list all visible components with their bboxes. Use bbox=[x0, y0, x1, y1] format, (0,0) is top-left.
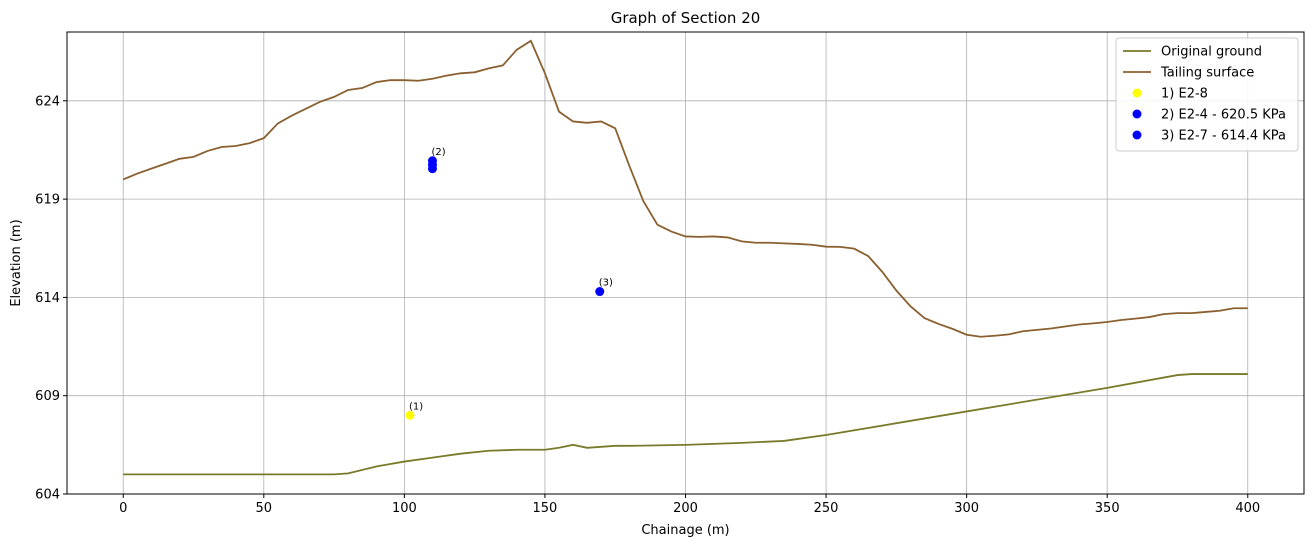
x-axis-label: Chainage (m) bbox=[641, 523, 729, 538]
x-tick-label: 400 bbox=[1235, 501, 1260, 516]
point-annotation: (2) bbox=[431, 147, 445, 158]
legend-marker bbox=[1132, 130, 1142, 140]
y-tick-label: 624 bbox=[35, 94, 60, 109]
x-tick-label: 300 bbox=[954, 501, 979, 516]
point-annotation: (1) bbox=[409, 401, 423, 412]
x-tick-label: 0 bbox=[119, 501, 127, 516]
y-axis-label: Elevation (m) bbox=[9, 219, 24, 306]
ticks: 0 50 100 150 200 250 300 350 400 604 609 614 619 624 bbox=[35, 94, 1260, 516]
y-tick-label: 619 bbox=[35, 193, 60, 208]
legend-marker bbox=[1132, 88, 1142, 98]
legend-label: 3) E2-7 - 614.4 KPa bbox=[1161, 129, 1286, 144]
legend-label: Original ground bbox=[1161, 45, 1262, 60]
series-line bbox=[123, 373, 1248, 476]
scatter-point bbox=[595, 287, 605, 297]
legend-marker bbox=[1132, 109, 1142, 119]
legend-box bbox=[1115, 37, 1299, 152]
scatter-point bbox=[427, 164, 437, 174]
scatter-point bbox=[405, 410, 415, 420]
legend-label: 1) E2-8 bbox=[1161, 87, 1208, 102]
x-tick-label: 50 bbox=[256, 501, 273, 516]
x-tick-label: 150 bbox=[533, 501, 558, 516]
legend: Original ground Tailing surface 1) E2-8 2) … bbox=[1115, 37, 1299, 152]
point-annotation: (3) bbox=[599, 278, 613, 289]
chart-title: Graph of Section 20 bbox=[611, 9, 761, 27]
x-tick-label: 250 bbox=[814, 501, 839, 516]
x-tick-label: 350 bbox=[1095, 501, 1120, 516]
y-tick-label: 614 bbox=[35, 291, 60, 306]
series-line bbox=[122, 39, 1248, 338]
x-tick-label: 100 bbox=[392, 501, 417, 516]
y-tick-label: 604 bbox=[35, 488, 60, 503]
y-tick-label: 609 bbox=[35, 389, 60, 404]
x-tick-label: 200 bbox=[673, 501, 698, 516]
series-layer: (1) (2) (3) bbox=[122, 39, 1248, 476]
legend-label: 2) E2-4 - 620.5 KPa bbox=[1161, 108, 1286, 123]
legend-label: Tailing surface bbox=[1160, 66, 1254, 81]
